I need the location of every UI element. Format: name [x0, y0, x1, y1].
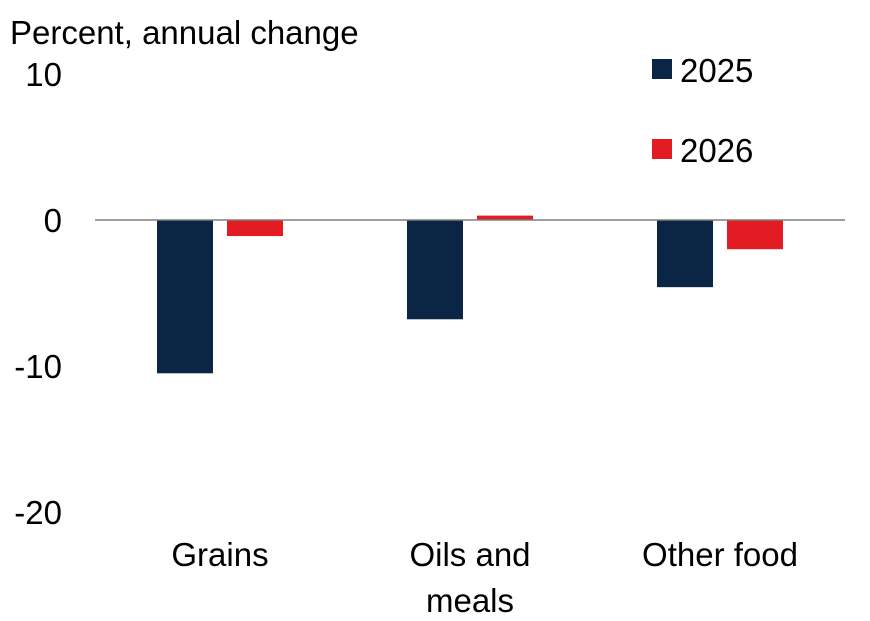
x-axis-labels: Grains Oils and meals Other food [171, 536, 798, 619]
y-axis-ticks: 10 0 -10 -20 [14, 56, 62, 531]
bar-2025-0 [157, 220, 213, 374]
legend-swatch-2025 [652, 59, 672, 79]
legend-label: 2025 [680, 52, 753, 89]
legend-label: 2026 [680, 132, 753, 169]
legend: 2025 2026 [652, 52, 753, 169]
y-tick-label: -10 [14, 348, 62, 385]
bar-2025-1 [407, 220, 463, 320]
y-tick-label: -20 [14, 494, 62, 531]
bars [157, 215, 783, 374]
x-tick-label: meals [426, 582, 514, 619]
legend-swatch-2026 [652, 139, 672, 159]
bar-2026-0 [227, 220, 283, 237]
x-tick-label: Oils and [409, 536, 530, 573]
y-axis-title: Percent, annual change [10, 14, 359, 51]
y-tick-label: 10 [25, 56, 62, 93]
bar-2026-2 [727, 220, 783, 250]
x-tick-label: Other food [642, 536, 798, 573]
bar-2025-2 [657, 220, 713, 288]
x-tick-label: Grains [171, 536, 268, 573]
y-tick-label: 0 [44, 202, 62, 239]
bar-2026-1 [477, 215, 533, 220]
